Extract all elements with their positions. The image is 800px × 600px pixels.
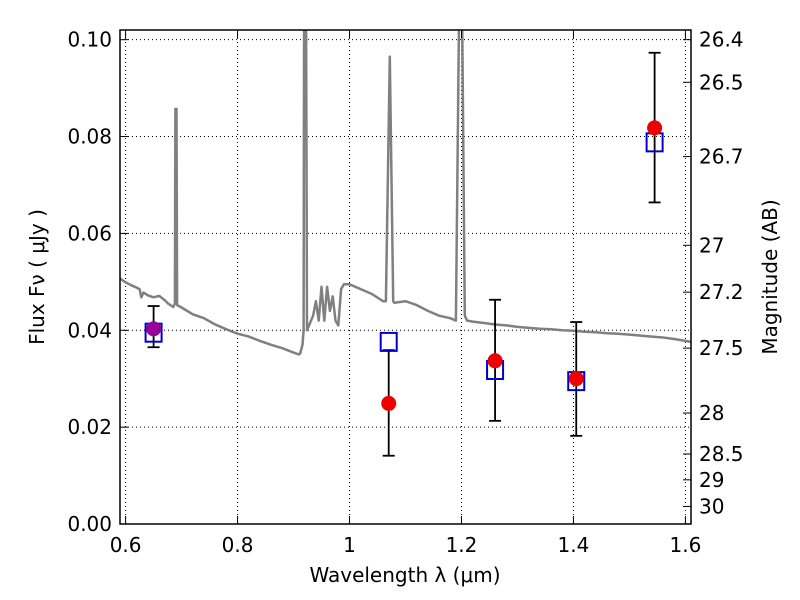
x-tick-label: 1.2 (446, 533, 478, 557)
y-tick-label: 0.08 (67, 125, 112, 149)
model-photometry-square (379, 331, 398, 352)
magnitude-tick-label: 29 (699, 468, 724, 492)
x-tick-label: 0.6 (110, 533, 142, 557)
y-tick-label: 0.02 (67, 415, 112, 439)
x-axis-title: Wavelength λ (μm) (309, 563, 500, 587)
magnitude-tick-label: 26.4 (699, 28, 744, 52)
x-tick-label: 1.4 (558, 533, 590, 557)
magnitude-tick-label: 30 (699, 494, 724, 518)
observed-flux-point (381, 395, 397, 411)
magnitude-tick-label: 28.5 (699, 442, 744, 466)
observed-flux-point (487, 353, 503, 369)
y-tick-label: 0.06 (67, 221, 112, 245)
magnitude-tick-label: 26.7 (699, 145, 744, 169)
x-tick-label: 1 (343, 533, 356, 557)
observed-flux-point (647, 120, 663, 136)
magnitude-tick-label: 28 (699, 401, 724, 425)
magnitude-tick-label: 27.2 (699, 280, 744, 304)
observed-photometry-points (146, 120, 663, 411)
y-tick-label: 0.00 (67, 512, 112, 536)
y-axis-title: Flux Fν ( μJy ) (25, 209, 49, 345)
magnitude-tick-label: 26.5 (699, 70, 744, 94)
x-tick-label: 1.6 (669, 533, 701, 557)
y-tick-label: 0.04 (67, 318, 112, 342)
magnitude-tick-label: 27 (699, 233, 724, 257)
y-tick-label: 0.10 (67, 28, 112, 52)
x-axis-ticks: 0.6 0.8 1 1.2 1.4 1.6 (110, 30, 701, 557)
plot-frame (119, 29, 692, 525)
y-axis-ticks: 0.00 0.02 0.04 0.06 0.08 0.10 (67, 28, 128, 536)
observed-flux-point (568, 371, 584, 387)
spectrum-line (120, 30, 691, 356)
observed-flux-point (146, 321, 162, 337)
model-photometry-squares (144, 132, 664, 392)
plot-background (120, 30, 691, 524)
magnitude-tick-label: 27.5 (699, 336, 744, 360)
magnitude-axis-title: Magnitude (AB) (758, 199, 782, 354)
spectrum-layer (120, 30, 691, 356)
x-tick-label: 0.8 (222, 533, 254, 557)
